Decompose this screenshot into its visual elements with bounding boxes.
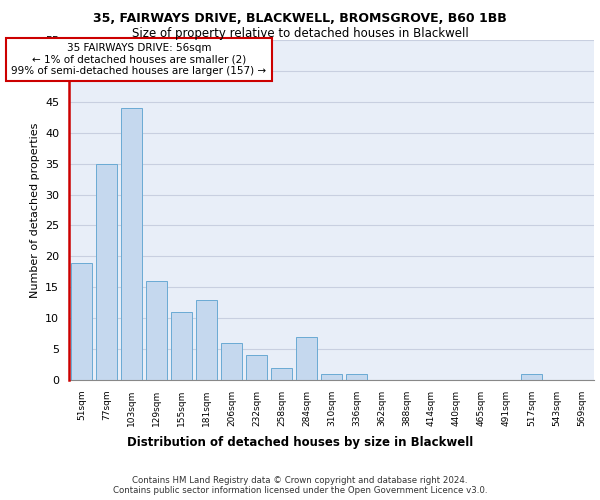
Text: Contains public sector information licensed under the Open Government Licence v3: Contains public sector information licen… [113,486,487,495]
Y-axis label: Number of detached properties: Number of detached properties [29,122,40,298]
Bar [271,368,292,380]
Bar [146,281,167,380]
Bar [196,300,217,380]
Bar [121,108,142,380]
Bar [246,356,267,380]
Bar [296,336,317,380]
Bar [346,374,367,380]
Text: 35, FAIRWAYS DRIVE, BLACKWELL, BROMSGROVE, B60 1BB: 35, FAIRWAYS DRIVE, BLACKWELL, BROMSGROV… [93,12,507,26]
Bar [71,262,92,380]
Bar [171,312,192,380]
Text: Distribution of detached houses by size in Blackwell: Distribution of detached houses by size … [127,436,473,449]
Bar [96,164,117,380]
Bar [521,374,542,380]
Bar [321,374,342,380]
Text: 35 FAIRWAYS DRIVE: 56sqm
← 1% of detached houses are smaller (2)
99% of semi-det: 35 FAIRWAYS DRIVE: 56sqm ← 1% of detache… [11,43,266,76]
Text: Size of property relative to detached houses in Blackwell: Size of property relative to detached ho… [131,28,469,40]
Text: Contains HM Land Registry data © Crown copyright and database right 2024.: Contains HM Land Registry data © Crown c… [132,476,468,485]
Bar [221,343,242,380]
